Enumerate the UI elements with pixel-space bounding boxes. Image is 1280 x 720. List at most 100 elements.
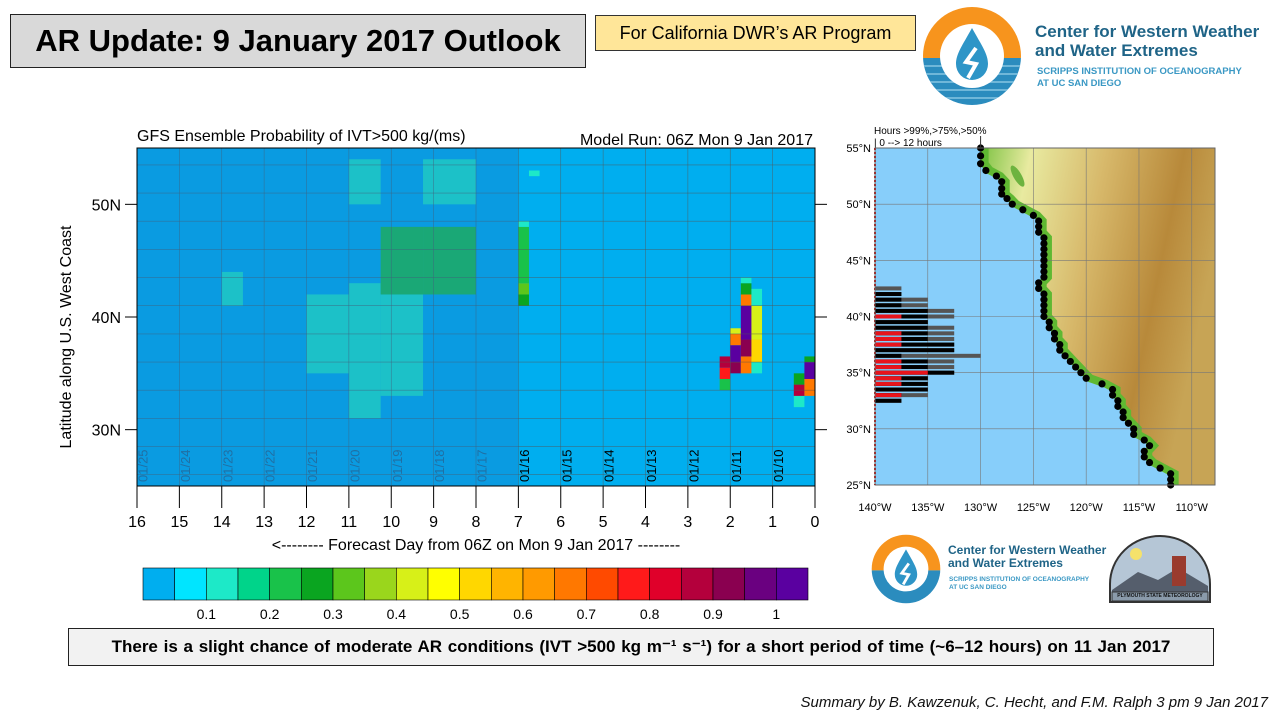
coast-point [1040,256,1048,264]
coast-point [1035,228,1043,236]
colorbar-swatch [174,567,207,601]
logo-line: SCRIPPS INSTITUTION OF OCEANOGRAPHY [949,576,1090,583]
x-tick-label: 8 [472,514,481,531]
coast-point [1050,335,1059,343]
heatmap-cell [380,294,424,396]
heatmap-cell [423,159,476,205]
coast-point [1035,217,1043,225]
coast-point [1077,369,1085,377]
coast-point [1114,397,1122,405]
colorbar-swatch [617,567,650,601]
hours-bar-75 [875,303,902,308]
coast-point [1040,301,1048,309]
hours-bar-75 [875,348,955,353]
colorbar-swatch [206,567,239,601]
heatmap-cell [730,328,741,334]
heatmap-cell [518,221,529,227]
x-tick-label: 3 [683,514,692,531]
coast-point [982,166,990,175]
coast-point [1140,453,1148,461]
date-label: 01/23 [220,449,235,482]
hours-bar-75 [875,398,902,403]
coast-point [1130,425,1138,433]
heatmap-cell [804,362,815,379]
heatmap-cell [751,362,763,374]
x-tick-label: 14 [213,514,231,531]
coast-point [1019,206,1027,214]
coast-point [1066,357,1074,366]
heatmap-cell [751,339,763,363]
hours-bar-50 [875,393,928,398]
hours-bar-99 [875,370,928,375]
colorbar-swatch [554,567,587,601]
lat-label: 40°N [846,312,871,324]
colorbar-swatch [301,567,334,601]
hours-bar-99 [875,381,902,386]
colorbar-swatch [744,567,777,601]
y-tick-label: 50N [92,197,121,214]
x-tick-label: 11 [341,514,358,531]
coast-point [1045,318,1053,326]
logo-line: Center for Western Weather [1035,22,1260,41]
coast-point [1114,402,1122,410]
hours-bar-75 [875,336,928,341]
coast-point [1167,475,1175,483]
coast-point [976,152,985,160]
map-frame [874,147,1216,486]
hours-bar-75 [875,292,902,297]
y-tick-label: 30N [92,423,121,440]
x-tick-label: 1 [768,514,777,531]
date-label: 01/10 [771,449,786,482]
x-tick-label: 12 [298,514,316,531]
x-tick-label: 13 [255,514,273,531]
colorbar-label: 0.7 [577,606,597,622]
heatmap-cell [518,283,529,295]
scripps-name-top: SCRIPPS INSTITUTION OF OCEANOGRAPHY AT U… [1037,66,1242,90]
lat-label: 25°N [846,480,871,492]
coast-point [1040,251,1048,259]
lon-label: 135°W [911,502,945,514]
heatmap-cell [518,226,529,284]
colorbar-swatch [712,567,745,601]
heatmap-cell [348,283,381,340]
heatmap-cell [719,378,731,391]
colorbar-swatch [332,567,365,601]
colorbar-swatch [681,567,714,601]
map-header-2: | 0 --> 12 hours [874,138,942,149]
coast-point [1040,296,1048,304]
logo-line: AT UC SAN DIEGO [949,584,1007,591]
logo-line: SCRIPPS INSTITUTION OF OCEANOGRAPHY [1037,66,1242,77]
date-label: 01/14 [602,449,617,482]
coast-point [998,178,1006,186]
coast-point [998,184,1006,193]
coast-point [1082,374,1090,382]
lat-label: 35°N [846,368,871,380]
coast-point [976,160,985,168]
coast-point [1156,464,1164,472]
logo-line: and Water Extremes [948,556,1063,570]
chart-subtitle: Model Run: 06Z Mon 9 Jan 2017 [580,132,813,149]
colorbar-label: 0.5 [450,606,470,622]
hours-bar-50 [875,286,902,291]
date-label: 01/25 [136,449,151,482]
date-label: 01/16 [517,449,532,482]
heatmap-cell [740,339,752,357]
cw3e-logo-top [922,6,1022,106]
colorbar-label: 0.1 [197,606,217,622]
coast-point [1061,352,1069,360]
colorbar-swatch [776,567,809,601]
heatmap-cell [348,159,381,205]
lat-label: 45°N [846,255,871,267]
plymouth-state-label: PLYMOUTH STATE METEOROLOGY [1117,593,1203,599]
coast-point [1167,470,1175,478]
colorbar-swatch [459,567,492,601]
summary-statement: There is a slight chance of moderate AR … [68,628,1214,666]
y-tick-label: 40N [92,310,121,327]
hours-bar-99 [875,342,902,347]
coast-point [1119,414,1127,422]
heatmap-cell [719,367,731,379]
coast-point [1108,391,1117,399]
lon-label: 130°W [964,502,998,514]
cw3e-name-top: Center for Western Weather and Water Ext… [1035,22,1259,60]
coast-point [1040,307,1048,315]
